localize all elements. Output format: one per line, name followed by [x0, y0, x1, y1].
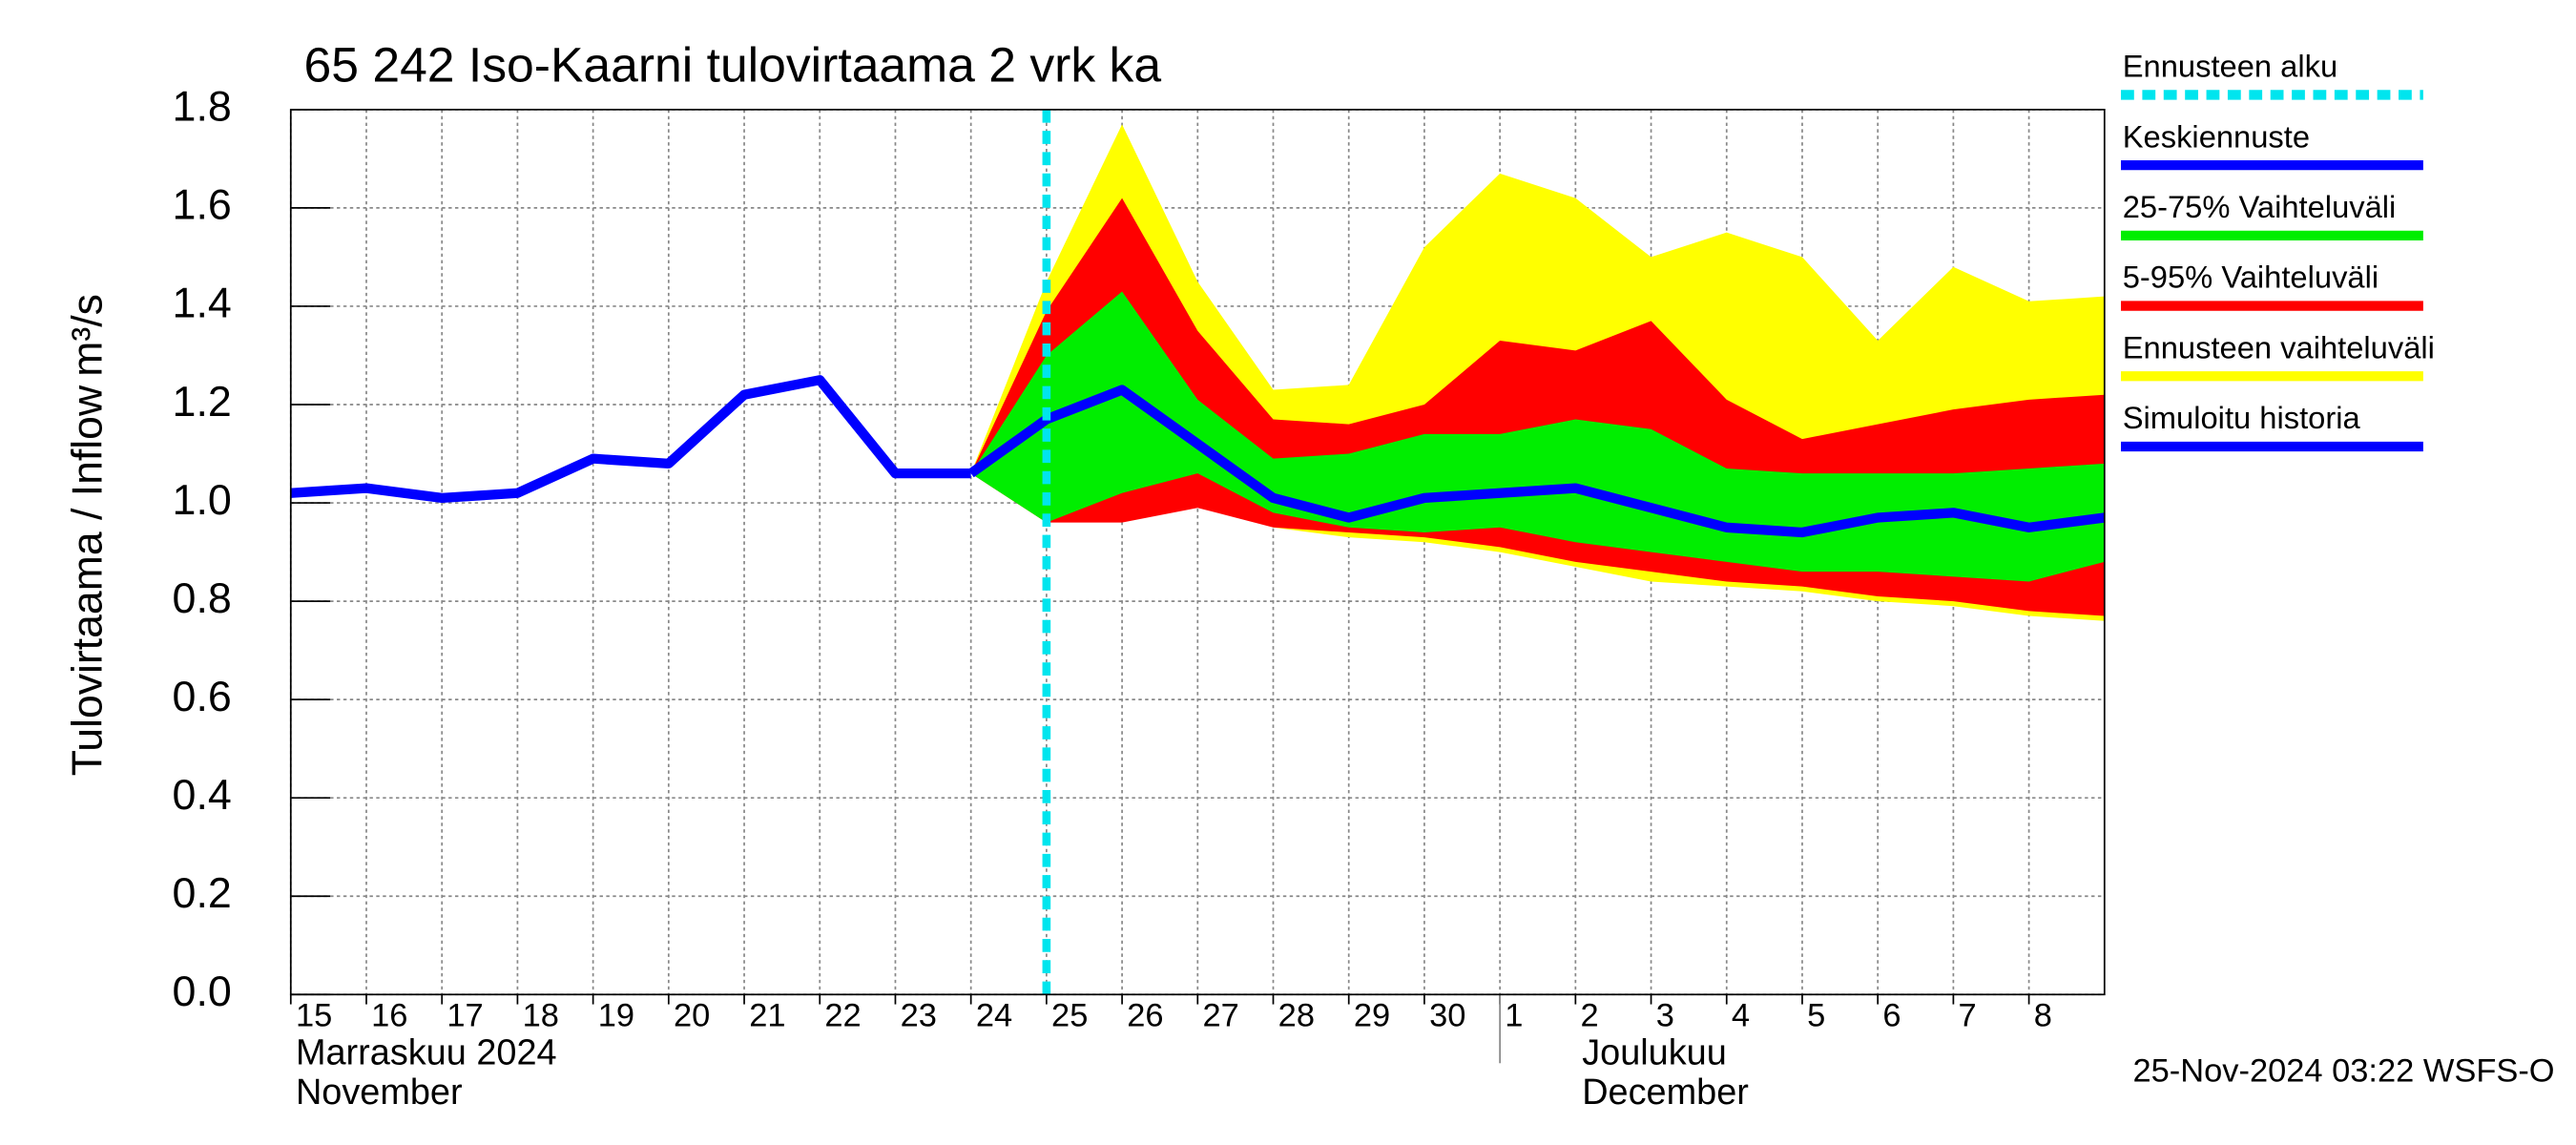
- month-label-en: December: [1582, 1072, 1749, 1113]
- x-tick-label: 22: [824, 997, 861, 1033]
- y-tick-label: 1.4: [173, 281, 232, 327]
- x-tick-label: 5: [1807, 997, 1825, 1033]
- y-tick-label: 1.8: [173, 84, 232, 131]
- y-tick-label: 0.0: [173, 968, 232, 1015]
- month-label: Joulukuu: [1582, 1033, 1727, 1073]
- x-tick-label: 19: [598, 997, 634, 1033]
- legend-label: Ennusteen vaihteluväli: [2123, 330, 2435, 365]
- x-tick-label: 21: [749, 997, 785, 1033]
- month-label-en: November: [296, 1072, 463, 1113]
- x-tick-label: 15: [296, 997, 332, 1033]
- legend-label: 5-95% Vaihteluväli: [2123, 260, 2379, 295]
- x-tick-label: 1: [1505, 997, 1523, 1033]
- legend-label: 25-75% Vaihteluväli: [2123, 189, 2397, 224]
- x-tick-label: 3: [1656, 997, 1674, 1033]
- y-tick-label: 1.6: [173, 182, 232, 229]
- y-tick-label: 1.2: [173, 379, 232, 426]
- chart-title: 65 242 Iso-Kaarni tulovirtaama 2 vrk ka: [304, 37, 1162, 93]
- x-tick-label: 8: [2034, 997, 2052, 1033]
- timestamp: 25-Nov-2024 03:22 WSFS-O: [2132, 1053, 2554, 1090]
- line-series: [290, 375, 971, 504]
- y-axis-unit: m³/s: [64, 294, 111, 377]
- x-tick-label: 16: [371, 997, 407, 1033]
- legend-label: Ennusteen alku: [2123, 49, 2337, 84]
- x-tick-label: 27: [1202, 997, 1238, 1033]
- y-tick-label: 0.8: [173, 575, 232, 622]
- x-tick-label: 17: [447, 997, 483, 1033]
- x-tick-label: 6: [1882, 997, 1901, 1033]
- y-axis-label: Tulovirtaama / Inflow: [64, 385, 111, 776]
- x-tick-label: 7: [1959, 997, 1977, 1033]
- y-tick-label: 0.6: [173, 674, 232, 720]
- band-area: [970, 291, 2105, 582]
- legend-label: Keskiennuste: [2123, 118, 2310, 154]
- month-label: Marraskuu 2024: [296, 1033, 557, 1073]
- x-tick-label: 18: [523, 997, 559, 1033]
- plot-frame: [289, 109, 2106, 996]
- x-tick-label: 28: [1278, 997, 1315, 1033]
- x-tick-label: 20: [674, 997, 710, 1033]
- x-tick-label: 29: [1354, 997, 1390, 1033]
- y-tick-label: 1.0: [173, 477, 232, 524]
- x-tick-label: 23: [901, 997, 937, 1033]
- x-tick-label: 26: [1127, 997, 1163, 1033]
- x-tick-label: 24: [976, 997, 1012, 1033]
- x-tick-label: 30: [1429, 997, 1465, 1033]
- legend-label: Simuloitu historia: [2123, 400, 2361, 435]
- y-tick-label: 0.4: [173, 772, 232, 819]
- x-tick-label: 4: [1732, 997, 1750, 1033]
- x-tick-label: 25: [1051, 997, 1088, 1033]
- line-series: [967, 385, 2106, 538]
- y-tick-label: 0.2: [173, 870, 232, 917]
- x-tick-label: 2: [1581, 997, 1599, 1033]
